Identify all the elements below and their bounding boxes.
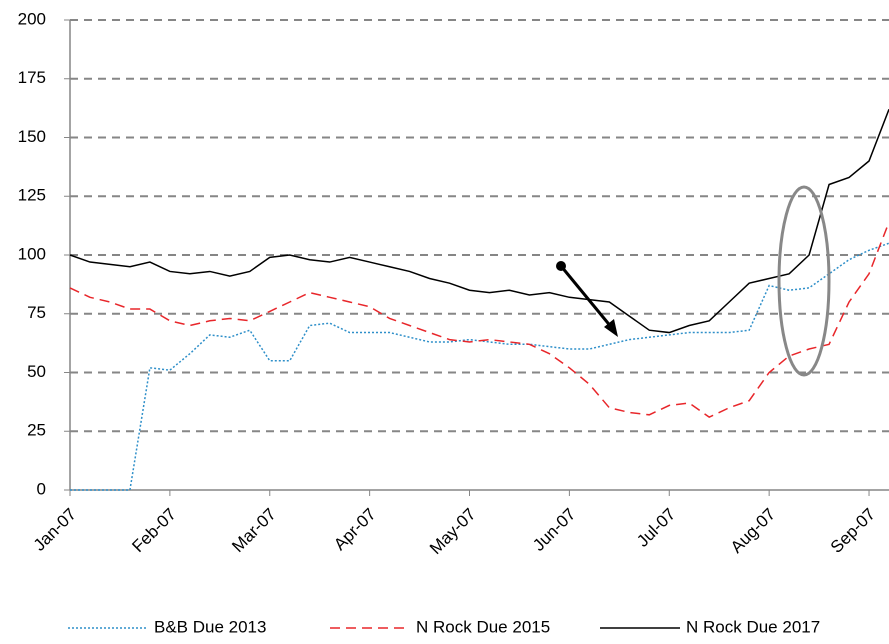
annotation-ellipse <box>777 185 831 377</box>
series-line <box>69 109 889 334</box>
annotation-arrow <box>559 265 614 329</box>
x-tick-label: Mar-07 <box>228 505 280 557</box>
x-tick-label: Jun-07 <box>529 505 579 555</box>
y-tick-label: 200 <box>18 9 46 28</box>
x-tick-label: May-07 <box>426 505 480 559</box>
series-line <box>70 242 889 491</box>
annotation-arrowhead <box>604 319 618 337</box>
y-tick-label: 75 <box>27 303 46 322</box>
legend-label: B&B Due 2013 <box>154 617 266 636</box>
annotation-dot <box>556 261 566 271</box>
x-tick-label: Sep-07 <box>827 505 879 557</box>
x-tick-label: Apr-07 <box>330 505 380 555</box>
x-tick-label: Jan-07 <box>30 505 80 555</box>
legend-label: N Rock Due 2017 <box>686 617 820 636</box>
y-tick-label: 100 <box>18 244 46 263</box>
y-tick-label: 150 <box>18 127 46 146</box>
plot: 0 25 50 75 100 125 150 175 200 Jan-07 Feb-07 Mar-07… <box>18 9 889 636</box>
x-tick-label: Jul-07 <box>633 505 679 551</box>
y-tick-label: 25 <box>27 421 46 440</box>
y-tick-label: 50 <box>27 362 46 381</box>
x-tick-label: Feb-07 <box>128 505 180 557</box>
y-tick-label: 125 <box>18 186 46 205</box>
y-tick-label: 175 <box>18 68 46 87</box>
series-line <box>69 221 889 419</box>
y-tick-label: 0 <box>37 479 46 498</box>
legend-label: N Rock Due 2015 <box>416 617 550 636</box>
x-tick-label: Aug-07 <box>727 505 779 557</box>
